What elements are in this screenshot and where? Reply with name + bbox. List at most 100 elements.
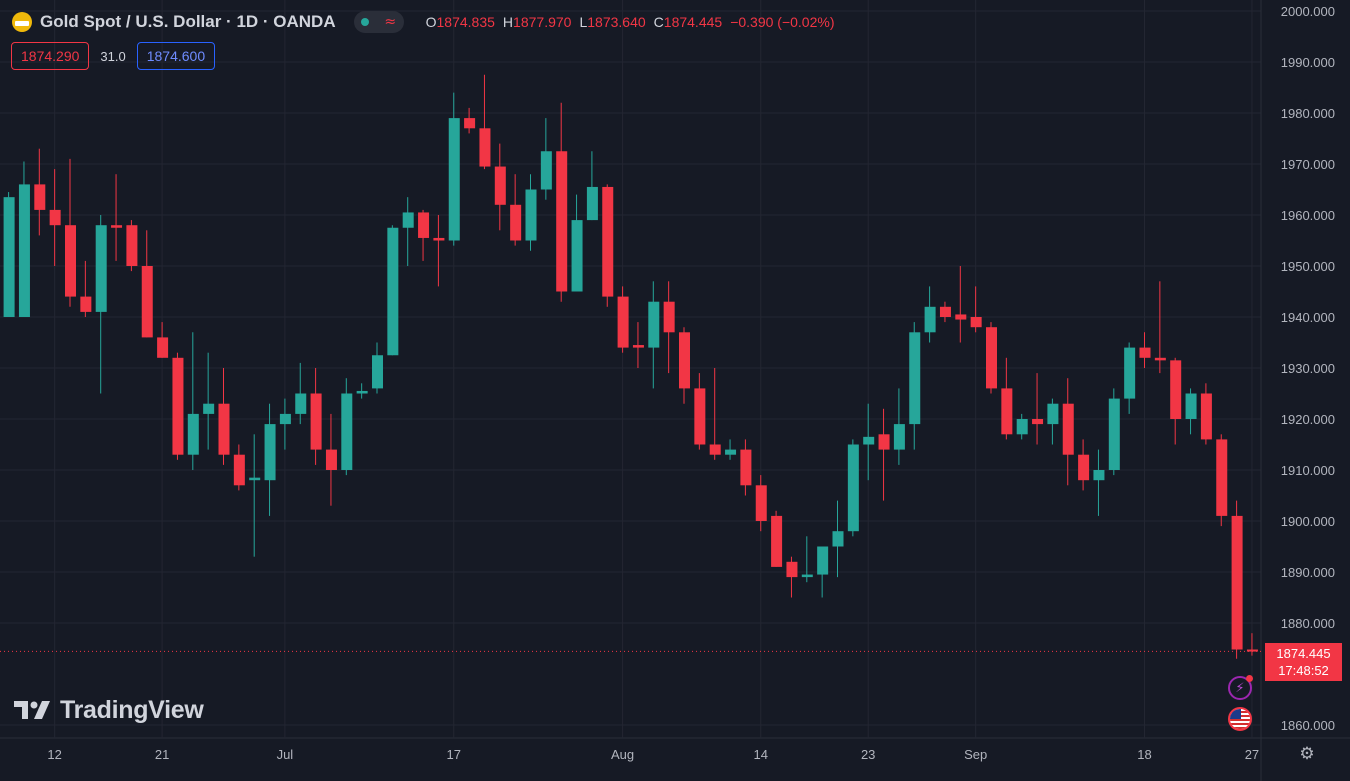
candle[interactable]	[279, 398, 291, 450]
candle[interactable]	[479, 74, 491, 170]
candle[interactable]	[448, 92, 460, 246]
candle[interactable]	[95, 215, 107, 394]
candle[interactable]	[648, 281, 660, 389]
candle[interactable]	[986, 322, 997, 394]
candle[interactable]	[955, 266, 967, 343]
candle[interactable]	[586, 151, 598, 221]
candle[interactable]	[172, 352, 184, 460]
candle[interactable]	[325, 413, 337, 506]
candle[interactable]	[1200, 383, 1212, 445]
candle[interactable]	[494, 143, 506, 231]
candle[interactable]	[801, 536, 813, 583]
candle[interactable]	[909, 322, 921, 450]
candle-body	[1078, 454, 1090, 481]
gold-symbol-icon[interactable]	[12, 12, 32, 32]
candle[interactable]	[1185, 388, 1197, 435]
candle[interactable]	[157, 322, 169, 358]
candle[interactable]	[433, 215, 445, 287]
candle[interactable]	[571, 194, 583, 292]
candle[interactable]	[679, 327, 690, 404]
candle[interactable]	[617, 286, 629, 353]
candle[interactable]	[1216, 434, 1228, 527]
candle[interactable]	[264, 403, 276, 516]
candle[interactable]	[510, 174, 522, 246]
candle[interactable]	[694, 373, 706, 450]
market-status-pill[interactable]: ≈	[353, 11, 404, 33]
candle[interactable]	[556, 102, 568, 302]
candle[interactable]	[1093, 449, 1105, 516]
candle[interactable]	[372, 342, 383, 394]
tradingview-watermark[interactable]: TradingView	[14, 694, 204, 726]
candle[interactable]	[418, 209, 430, 261]
candle[interactable]	[755, 475, 767, 532]
candle[interactable]	[893, 388, 905, 465]
candle[interactable]	[1154, 281, 1166, 374]
candle[interactable]	[1108, 388, 1120, 476]
candle-body	[617, 296, 629, 348]
candle-body	[249, 477, 261, 481]
candle[interactable]	[65, 158, 76, 307]
candle[interactable]	[847, 439, 859, 537]
candle[interactable]	[249, 434, 261, 557]
tradingview-logo-icon	[14, 701, 50, 719]
candle[interactable]	[540, 118, 552, 200]
candle[interactable]	[924, 286, 936, 343]
candle[interactable]	[632, 322, 644, 368]
candle[interactable]	[602, 184, 614, 307]
candle[interactable]	[725, 439, 737, 460]
candle[interactable]	[203, 352, 215, 450]
candle[interactable]	[3, 192, 15, 317]
settings-icon[interactable]: ⚙	[1299, 744, 1315, 764]
candle[interactable]	[295, 362, 307, 425]
candle-body	[801, 574, 813, 578]
candle[interactable]	[1016, 413, 1028, 440]
candle[interactable]	[970, 286, 982, 333]
candle[interactable]	[1047, 398, 1059, 445]
candle[interactable]	[525, 174, 537, 251]
candle[interactable]	[1124, 342, 1136, 414]
trade-buttons: 1874.290 31.0 1874.600	[11, 42, 216, 70]
candle[interactable]	[863, 403, 875, 481]
candle[interactable]	[141, 230, 153, 338]
candle[interactable]	[49, 169, 61, 266]
candle[interactable]	[464, 107, 476, 134]
candle[interactable]	[709, 368, 721, 460]
candle[interactable]	[80, 260, 92, 317]
us-flag-icon[interactable]	[1228, 707, 1252, 731]
buy-button[interactable]: 1874.600	[136, 42, 216, 70]
candle[interactable]	[18, 161, 30, 317]
candle[interactable]	[1078, 439, 1090, 491]
candle[interactable]	[1231, 500, 1243, 659]
candle-body	[755, 485, 767, 521]
candle[interactable]	[218, 368, 230, 465]
candle[interactable]	[740, 439, 752, 496]
candle[interactable]	[387, 225, 399, 356]
symbol-title[interactable]: Gold Spot / U.S. Dollar · 1D · OANDA	[40, 12, 336, 31]
candle[interactable]	[233, 444, 245, 491]
candle[interactable]	[310, 368, 322, 465]
candle[interactable]	[111, 174, 123, 261]
spread-value: 31.0	[100, 48, 126, 64]
candle[interactable]	[1170, 357, 1182, 445]
candle[interactable]	[341, 378, 353, 476]
candle[interactable]	[1032, 373, 1044, 445]
candle[interactable]	[939, 301, 951, 323]
candle[interactable]	[832, 500, 844, 578]
candle[interactable]	[1139, 332, 1151, 368]
candle[interactable]	[34, 148, 46, 236]
candle[interactable]	[786, 556, 798, 598]
candle[interactable]	[1062, 378, 1074, 486]
candle[interactable]	[356, 383, 368, 399]
candle[interactable]	[771, 510, 783, 567]
candle[interactable]	[817, 546, 829, 598]
candle[interactable]	[187, 332, 199, 470]
candle[interactable]	[663, 281, 675, 374]
candle[interactable]	[1246, 633, 1258, 656]
candle[interactable]	[126, 220, 138, 272]
sell-button[interactable]: 1874.290	[11, 42, 90, 70]
candle[interactable]	[1001, 357, 1013, 440]
flash-icon[interactable]: ⚡	[1228, 675, 1253, 700]
candle[interactable]	[878, 408, 890, 501]
candle[interactable]	[402, 197, 414, 266]
